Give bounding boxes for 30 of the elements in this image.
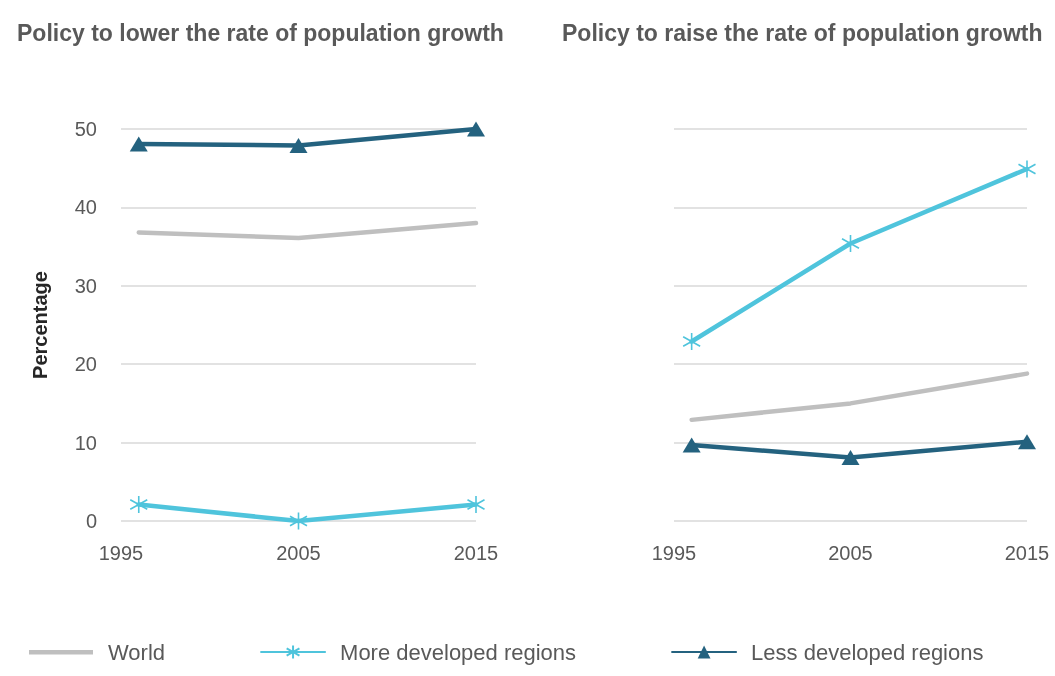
point [682, 332, 701, 351]
legend-label: World [108, 639, 166, 665]
point [1017, 159, 1037, 179]
y-tick-label: 10 [74, 431, 97, 454]
x-tick-label: 2015 [453, 542, 499, 564]
y-tick-label: 50 [74, 118, 97, 140]
y-tick-label: 20 [74, 353, 97, 376]
x-tick-label: 1995 [98, 542, 144, 564]
chart-title: Policy to lower the rate of population growth [17, 19, 504, 46]
point [467, 121, 485, 137]
point [841, 234, 860, 253]
point [289, 137, 308, 153]
legend-label: More developed regions [340, 639, 577, 665]
chart-title: Policy to raise the rate of population growth [562, 19, 1043, 46]
y-tick-label: 40 [74, 196, 97, 219]
x-tick-label: 2015 [1004, 542, 1050, 564]
point [289, 511, 308, 531]
point [1018, 434, 1036, 450]
y-axis-title: Percentage [29, 271, 51, 379]
x-tick-label: 2005 [828, 542, 873, 564]
x-tick-label: 2005 [276, 542, 321, 564]
x-tick-label: 1995 [651, 542, 697, 564]
y-tick-label: 0 [85, 510, 97, 532]
point [466, 495, 486, 514]
y-tick-label: 30 [74, 274, 97, 297]
point [129, 136, 148, 152]
point [841, 450, 860, 465]
legend-label: Less developed regions [751, 639, 984, 665]
point [129, 495, 149, 514]
point [682, 437, 701, 453]
